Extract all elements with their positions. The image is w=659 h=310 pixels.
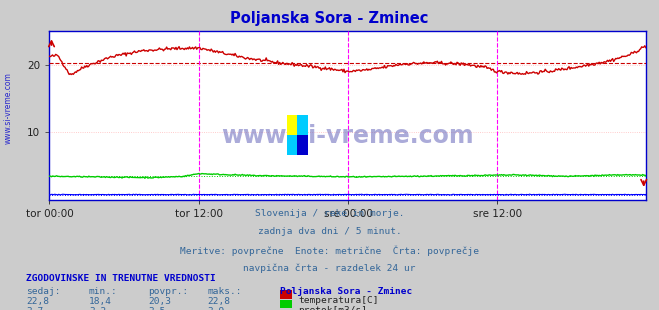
Text: 3,7: 3,7	[26, 307, 43, 310]
Bar	[287, 115, 297, 135]
Text: 3,5: 3,5	[148, 307, 165, 310]
Text: zadnja dva dni / 5 minut.: zadnja dva dni / 5 minut.	[258, 227, 401, 236]
Text: ZGODOVINSKE IN TRENUTNE VREDNOSTI: ZGODOVINSKE IN TRENUTNE VREDNOSTI	[26, 274, 216, 283]
Bar	[287, 135, 297, 155]
Text: 3,9: 3,9	[208, 307, 225, 310]
Text: min.:: min.:	[89, 287, 118, 296]
Text: navpična črta - razdelek 24 ur: navpična črta - razdelek 24 ur	[243, 263, 416, 273]
Text: www.si-vreme.com: www.si-vreme.com	[221, 124, 474, 148]
Text: 20,3: 20,3	[148, 297, 171, 306]
Text: 18,4: 18,4	[89, 297, 112, 306]
Text: Slovenija / reke in morje.: Slovenija / reke in morje.	[255, 209, 404, 218]
Bar	[297, 135, 308, 155]
Text: temperatura[C]: temperatura[C]	[299, 296, 379, 305]
Bar	[297, 115, 308, 135]
Text: 3,2: 3,2	[89, 307, 106, 310]
Text: sedaj:: sedaj:	[26, 287, 61, 296]
Text: Poljanska Sora - Zminec: Poljanska Sora - Zminec	[280, 287, 413, 296]
Text: 22,8: 22,8	[208, 297, 231, 306]
Text: www.si-vreme.com: www.si-vreme.com	[3, 73, 13, 144]
Text: maks.:: maks.:	[208, 287, 242, 296]
Text: Meritve: povprečne  Enote: metrične  Črta: povprečje: Meritve: povprečne Enote: metrične Črta:…	[180, 245, 479, 256]
Text: povpr.:: povpr.:	[148, 287, 188, 296]
Text: 22,8: 22,8	[26, 297, 49, 306]
Text: Poljanska Sora - Zminec: Poljanska Sora - Zminec	[230, 11, 429, 26]
Text: pretok[m3/s]: pretok[m3/s]	[299, 306, 368, 310]
